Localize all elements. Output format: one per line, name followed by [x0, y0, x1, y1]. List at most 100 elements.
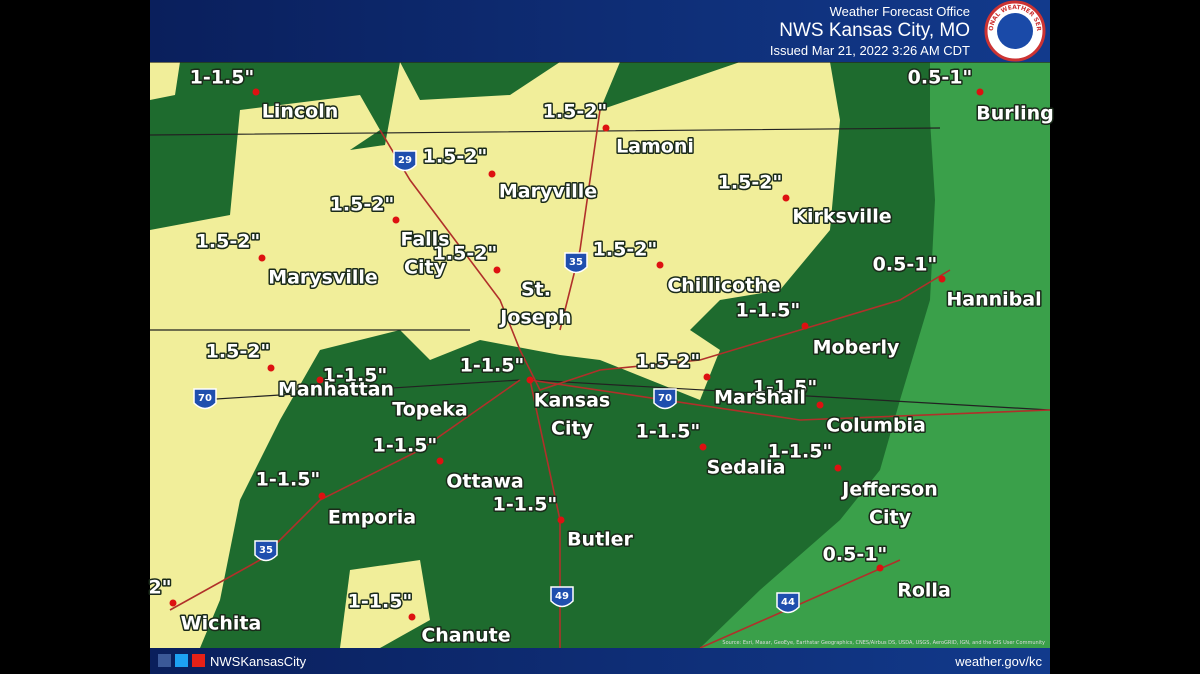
city-dot [252, 88, 260, 96]
precip-label: 1.5-2" [206, 341, 271, 363]
precip-label: 1.5-2" [636, 351, 701, 373]
precip-label: 1-1.5" [373, 435, 438, 457]
city-dot [493, 266, 501, 274]
city-label: Butler [567, 529, 633, 551]
city-dot [169, 599, 177, 607]
precip-label: 1.5-2" [433, 243, 498, 265]
precip-label: 1.5-2" [196, 231, 261, 253]
city-dot [782, 194, 790, 202]
office: Weather Forecast Office [830, 4, 970, 19]
precip-label: 1-1.5" [460, 355, 525, 377]
precip-label: 1-1.5" [736, 300, 801, 322]
interstate-number: 35 [569, 257, 583, 268]
interstate-shield [550, 586, 574, 608]
city-dot [801, 322, 809, 330]
city-dot [316, 376, 324, 384]
city-dot [267, 364, 275, 372]
zone-1.5-2 [150, 62, 180, 100]
city-dot [436, 457, 444, 465]
interstate-shield [653, 388, 677, 410]
city-label: Moberly [813, 337, 900, 359]
interstate-number: 35 [259, 545, 273, 556]
precip-label: 1-1.5" [256, 469, 321, 491]
interstate-number: 70 [658, 393, 672, 404]
city-dot [602, 124, 610, 132]
city-label: Lamoni [616, 136, 694, 158]
interstate-shield [393, 150, 417, 172]
city-label: City [404, 257, 447, 279]
city-label: City [869, 507, 912, 529]
city-label: Marysville [268, 267, 378, 289]
city-dot [703, 373, 711, 381]
precip-label: 1-1.5" [190, 67, 255, 89]
city-dot [557, 516, 565, 524]
city-label: Lincoln [262, 101, 339, 123]
map [150, 62, 1050, 648]
city-label: Burling [976, 103, 1054, 125]
city-label: Marshall [714, 387, 806, 409]
precip-label: 0.5-1" [873, 254, 938, 276]
city-dot [526, 376, 534, 384]
city-dot [392, 216, 400, 224]
precip-label: 1-1.5" [636, 421, 701, 443]
city-label: Hannibal [946, 289, 1041, 311]
city-label: Manhattan [278, 379, 394, 401]
precip-label: 1.5-2" [543, 101, 608, 123]
source: Source: Esri, Maxar, GeoEye, Earthstar G… [722, 640, 1045, 646]
title: NWS Kansas City, MO [779, 20, 970, 41]
twitter-icon [175, 654, 188, 667]
precip-label: 2" [148, 577, 171, 599]
interstate-shield [776, 592, 800, 614]
city-label: Chanute [421, 625, 510, 647]
precip-label: 1-1.5" [753, 377, 818, 399]
interstate-shield [193, 388, 217, 410]
city-label: Topeka [392, 399, 467, 421]
precip-label: 1.5-2" [330, 194, 395, 216]
city-label: Columbia [826, 415, 926, 437]
boundary [150, 62, 1050, 411]
precip-label: 0.5-1" [908, 67, 973, 89]
city-dot [699, 443, 707, 451]
interstate-number: 70 [198, 393, 212, 404]
handle: NWSKansasCity [210, 654, 307, 669]
city-label: Kansas [534, 390, 611, 412]
zone-1.5-2 [340, 560, 430, 648]
city-dot [318, 492, 326, 500]
city-dot [656, 261, 664, 269]
city-dot [488, 170, 496, 178]
city-label: Maryville [499, 181, 597, 203]
city-label: Wichita [181, 613, 262, 635]
city-dot [258, 254, 266, 262]
zone-1.5-2 [150, 62, 840, 648]
city-label: Chillicothe [667, 275, 780, 297]
city-dot [938, 275, 946, 283]
city-label: St. [521, 279, 551, 301]
precip-label: 1.5-2" [423, 146, 488, 168]
city-dot [834, 464, 842, 472]
city-label: Joseph [498, 307, 571, 329]
city-label: Sedalia [707, 457, 786, 479]
precip-label: 0.5-1" [823, 544, 888, 566]
city-label: Jefferson [840, 479, 938, 501]
precip-label: 1-1.5" [323, 365, 388, 387]
interstate-number: 49 [555, 591, 569, 602]
city-label: Kirksville [792, 206, 891, 228]
city-dot [408, 613, 416, 621]
interstate-shield [254, 540, 278, 562]
zone-0.5-1 [700, 62, 1050, 648]
interstate-number: 29 [398, 155, 412, 166]
city-dot [816, 401, 824, 409]
youtube-icon [192, 654, 205, 667]
city-label: City [551, 418, 594, 440]
issued: Issued Mar 21, 2022 3:26 AM CDT [770, 43, 970, 58]
footer-bar [150, 648, 1050, 674]
city-label: Rolla [897, 580, 951, 602]
city-label: Ottawa [446, 471, 524, 493]
precip-label: 1-1.5" [493, 494, 558, 516]
precip-label: 1-1.5" [348, 591, 413, 613]
logo-center [997, 13, 1033, 49]
city-label: Emporia [328, 507, 416, 529]
city-label: Falls [400, 229, 449, 251]
